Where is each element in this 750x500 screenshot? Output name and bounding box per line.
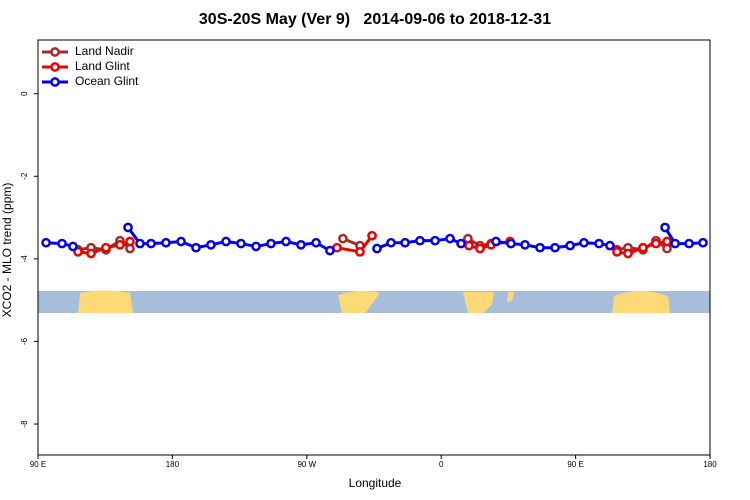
point bbox=[506, 238, 516, 249]
point bbox=[579, 237, 589, 248]
point bbox=[415, 235, 425, 246]
y-tick-label: -2 bbox=[20, 172, 29, 180]
point bbox=[475, 243, 485, 254]
map-strip bbox=[38, 290, 710, 313]
point bbox=[491, 236, 501, 247]
point bbox=[386, 237, 396, 248]
point bbox=[266, 238, 276, 249]
point bbox=[251, 241, 261, 252]
legend-marker bbox=[50, 77, 60, 87]
land bbox=[507, 292, 514, 302]
y-tick-label: -6 bbox=[20, 337, 29, 345]
point bbox=[456, 238, 466, 249]
x-tick-label: 180 bbox=[166, 460, 180, 469]
point bbox=[638, 242, 648, 253]
point bbox=[325, 245, 335, 256]
point bbox=[135, 238, 145, 249]
point bbox=[445, 233, 455, 244]
x-tick-label: 90 E bbox=[30, 460, 46, 469]
point bbox=[594, 238, 604, 249]
point bbox=[430, 235, 440, 246]
x-tick-label: 180 bbox=[703, 460, 717, 469]
point bbox=[146, 238, 156, 249]
point bbox=[161, 237, 171, 248]
point bbox=[372, 243, 382, 254]
point bbox=[684, 238, 694, 249]
x-tick-label: 0 bbox=[439, 460, 444, 469]
point bbox=[236, 238, 246, 249]
chart-title: 30S-20S May (Ver 9) 2014-09-06 to 2018-1… bbox=[199, 11, 551, 28]
point bbox=[86, 248, 96, 259]
point bbox=[123, 222, 133, 233]
legend-label: Land Glint bbox=[75, 59, 130, 73]
land bbox=[612, 291, 670, 313]
point bbox=[296, 239, 306, 250]
point bbox=[68, 241, 78, 252]
plot-frame bbox=[37, 39, 711, 456]
point bbox=[565, 240, 575, 251]
point bbox=[176, 236, 186, 247]
point bbox=[464, 240, 474, 251]
legend-label: Land Nadir bbox=[75, 44, 134, 58]
land bbox=[463, 292, 494, 313]
land bbox=[78, 290, 133, 313]
x-axis-label: Longitude bbox=[349, 476, 402, 490]
point bbox=[670, 238, 680, 249]
legend-label: Ocean Glint bbox=[75, 74, 139, 88]
point bbox=[662, 236, 672, 247]
point bbox=[605, 240, 615, 251]
point bbox=[612, 246, 622, 257]
point bbox=[550, 242, 560, 253]
point bbox=[41, 237, 51, 248]
point bbox=[206, 239, 216, 250]
legend-marker bbox=[50, 47, 60, 57]
x-tick-label: 90 W bbox=[297, 460, 316, 469]
point bbox=[57, 238, 67, 249]
y-tick-label: -8 bbox=[20, 420, 29, 428]
point bbox=[115, 239, 125, 250]
point bbox=[191, 242, 201, 253]
point bbox=[698, 237, 708, 248]
point bbox=[367, 230, 377, 241]
y-axis-label: XCO2 - MLO trend (ppm) bbox=[0, 183, 14, 318]
point bbox=[311, 237, 321, 248]
point bbox=[520, 239, 530, 250]
ocean bbox=[38, 291, 710, 313]
point bbox=[535, 242, 545, 253]
y-tick-label: 0 bbox=[20, 91, 29, 96]
y-tick-label: -4 bbox=[20, 255, 29, 263]
point bbox=[281, 236, 291, 247]
point bbox=[125, 236, 135, 247]
point bbox=[338, 233, 348, 244]
x-tick-label: 90 E bbox=[567, 460, 583, 469]
legend-marker bbox=[50, 62, 60, 72]
point bbox=[355, 246, 365, 257]
point bbox=[623, 248, 633, 259]
point bbox=[400, 237, 410, 248]
point bbox=[101, 242, 111, 253]
point bbox=[660, 222, 670, 233]
point bbox=[651, 238, 661, 249]
land bbox=[338, 290, 380, 313]
point bbox=[221, 236, 231, 247]
